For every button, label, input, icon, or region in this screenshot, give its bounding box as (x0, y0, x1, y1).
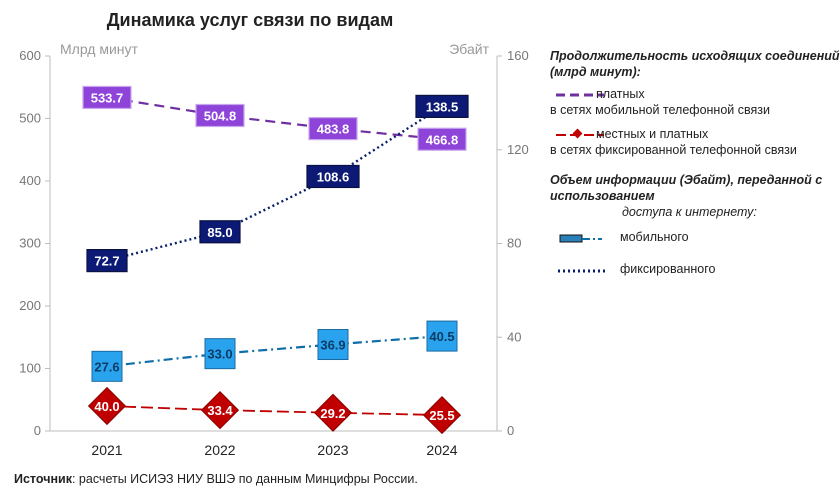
data-marker-mobile-minutes (417, 127, 467, 151)
data-label-mobile-traffic: 40.5 (429, 329, 454, 344)
data-marker-mobile-traffic (317, 329, 349, 361)
legend-swatch-fixed-traffic (558, 269, 606, 273)
right-tick-label: 0 (507, 423, 514, 438)
right-tick-label: 80 (507, 236, 521, 251)
data-label-fixed-traffic: 108.6 (317, 169, 350, 184)
right-tick-label: 160 (507, 48, 529, 63)
legend-item-fixed-minutes: местных и платных в сетях фиксированной … (550, 126, 840, 160)
data-label-mobile-traffic: 33.0 (207, 347, 232, 362)
data-label-mobile-minutes: 466.8 (426, 132, 459, 147)
series-line-1 (106, 405, 443, 416)
right-tick-label: 120 (507, 142, 529, 157)
data-marker-fixed-minutes (87, 386, 127, 426)
right-axis-unit: Эбайт (449, 41, 489, 57)
source-note: Источник: расчеты ИСИЭЗ НИУ ВШЭ по данны… (14, 472, 418, 486)
data-marker-fixed-traffic (86, 249, 128, 273)
series-line-0 (106, 96, 443, 141)
legend-item2-line1: местных и платных (596, 127, 709, 141)
legend-swatch-mobile-minutes (556, 93, 604, 97)
left-tick-label: 100 (19, 361, 41, 376)
legend-item3-label: мобильного (620, 230, 689, 244)
left-tick-label: 500 (19, 111, 41, 126)
legend-item-mobile-minutes: платных в сетях мобильной телефонной свя… (550, 86, 840, 120)
data-marker-mobile-minutes (82, 85, 132, 110)
data-label-fixed-traffic: 85.0 (207, 225, 232, 240)
data-label-mobile-minutes: 483.8 (317, 122, 350, 137)
data-marker-mobile-traffic (91, 350, 123, 382)
data-label-mobile-traffic: 36.9 (320, 338, 345, 353)
data-marker-fixed-traffic (306, 164, 360, 189)
data-label-mobile-minutes: 504.8 (204, 109, 237, 124)
left-tick-label: 400 (19, 173, 41, 188)
left-tick-label: 600 (19, 48, 41, 63)
data-label-fixed-traffic: 138.5 (426, 99, 459, 114)
legend: Продолжительность исходящих соединений (… (550, 48, 840, 284)
data-marker-fixed-traffic (199, 220, 241, 244)
data-label-fixed-minutes: 33.4 (207, 403, 233, 418)
source-text: : расчеты ИСИЭЗ НИУ ВШЭ по данным Минциф… (71, 472, 418, 486)
legend-item4-label: фиксированного (620, 262, 716, 276)
legend-swatch-fixed-minutes (556, 128, 604, 139)
source-label: Источник (14, 472, 72, 486)
legend-item-mobile-traffic: мобильного (550, 228, 840, 252)
x-tick-label: 2021 (91, 442, 122, 458)
legend-group1-title: Продолжительность исходящих соединений (… (550, 49, 840, 79)
series-line-2 (106, 334, 443, 368)
legend-group2-title: Объем информации (Эбайт), переданной с и… (550, 173, 823, 203)
data-label-fixed-minutes: 29.2 (320, 406, 345, 421)
data-marker-fixed-traffic (415, 94, 469, 118)
legend-item-fixed-traffic: фиксированного (550, 260, 840, 284)
data-label-mobile-traffic: 27.6 (94, 359, 119, 374)
data-marker-mobile-minutes (195, 103, 245, 128)
legend-item2-line2: в сетях фиксированной телефонной связи (550, 143, 797, 157)
right-tick-label: 40 (507, 329, 521, 344)
data-label-fixed-minutes: 25.5 (429, 408, 454, 423)
x-tick-label: 2023 (317, 442, 348, 458)
data-marker-fixed-minutes (422, 395, 462, 435)
data-marker-fixed-minutes (200, 391, 240, 430)
data-label-mobile-minutes: 533.7 (91, 90, 124, 105)
legend-group2-subtitle: доступа к интернету: (622, 205, 757, 219)
left-axis-unit: Млрд минут (60, 41, 139, 57)
data-label-fixed-minutes: 40.0 (94, 399, 119, 414)
data-label-fixed-traffic: 72.7 (94, 254, 119, 269)
left-tick-label: 0 (34, 423, 41, 438)
series-line-3 (106, 105, 443, 262)
legend-item1-line1: платных (596, 87, 645, 101)
legend-item1-line2: в сетях мобильной телефонной связи (550, 103, 770, 117)
data-marker-fixed-minutes (313, 393, 353, 432)
legend-swatch-mobile-traffic (559, 234, 602, 243)
data-marker-mobile-traffic (426, 320, 458, 352)
x-tick-label: 2024 (426, 442, 457, 458)
left-tick-label: 200 (19, 298, 41, 313)
x-tick-label: 2022 (204, 442, 235, 458)
chart-title: Динамика услуг связи по видам (106, 10, 394, 30)
data-marker-mobile-traffic (204, 338, 236, 370)
data-marker-mobile-minutes (308, 117, 358, 141)
left-tick-label: 300 (19, 236, 41, 251)
